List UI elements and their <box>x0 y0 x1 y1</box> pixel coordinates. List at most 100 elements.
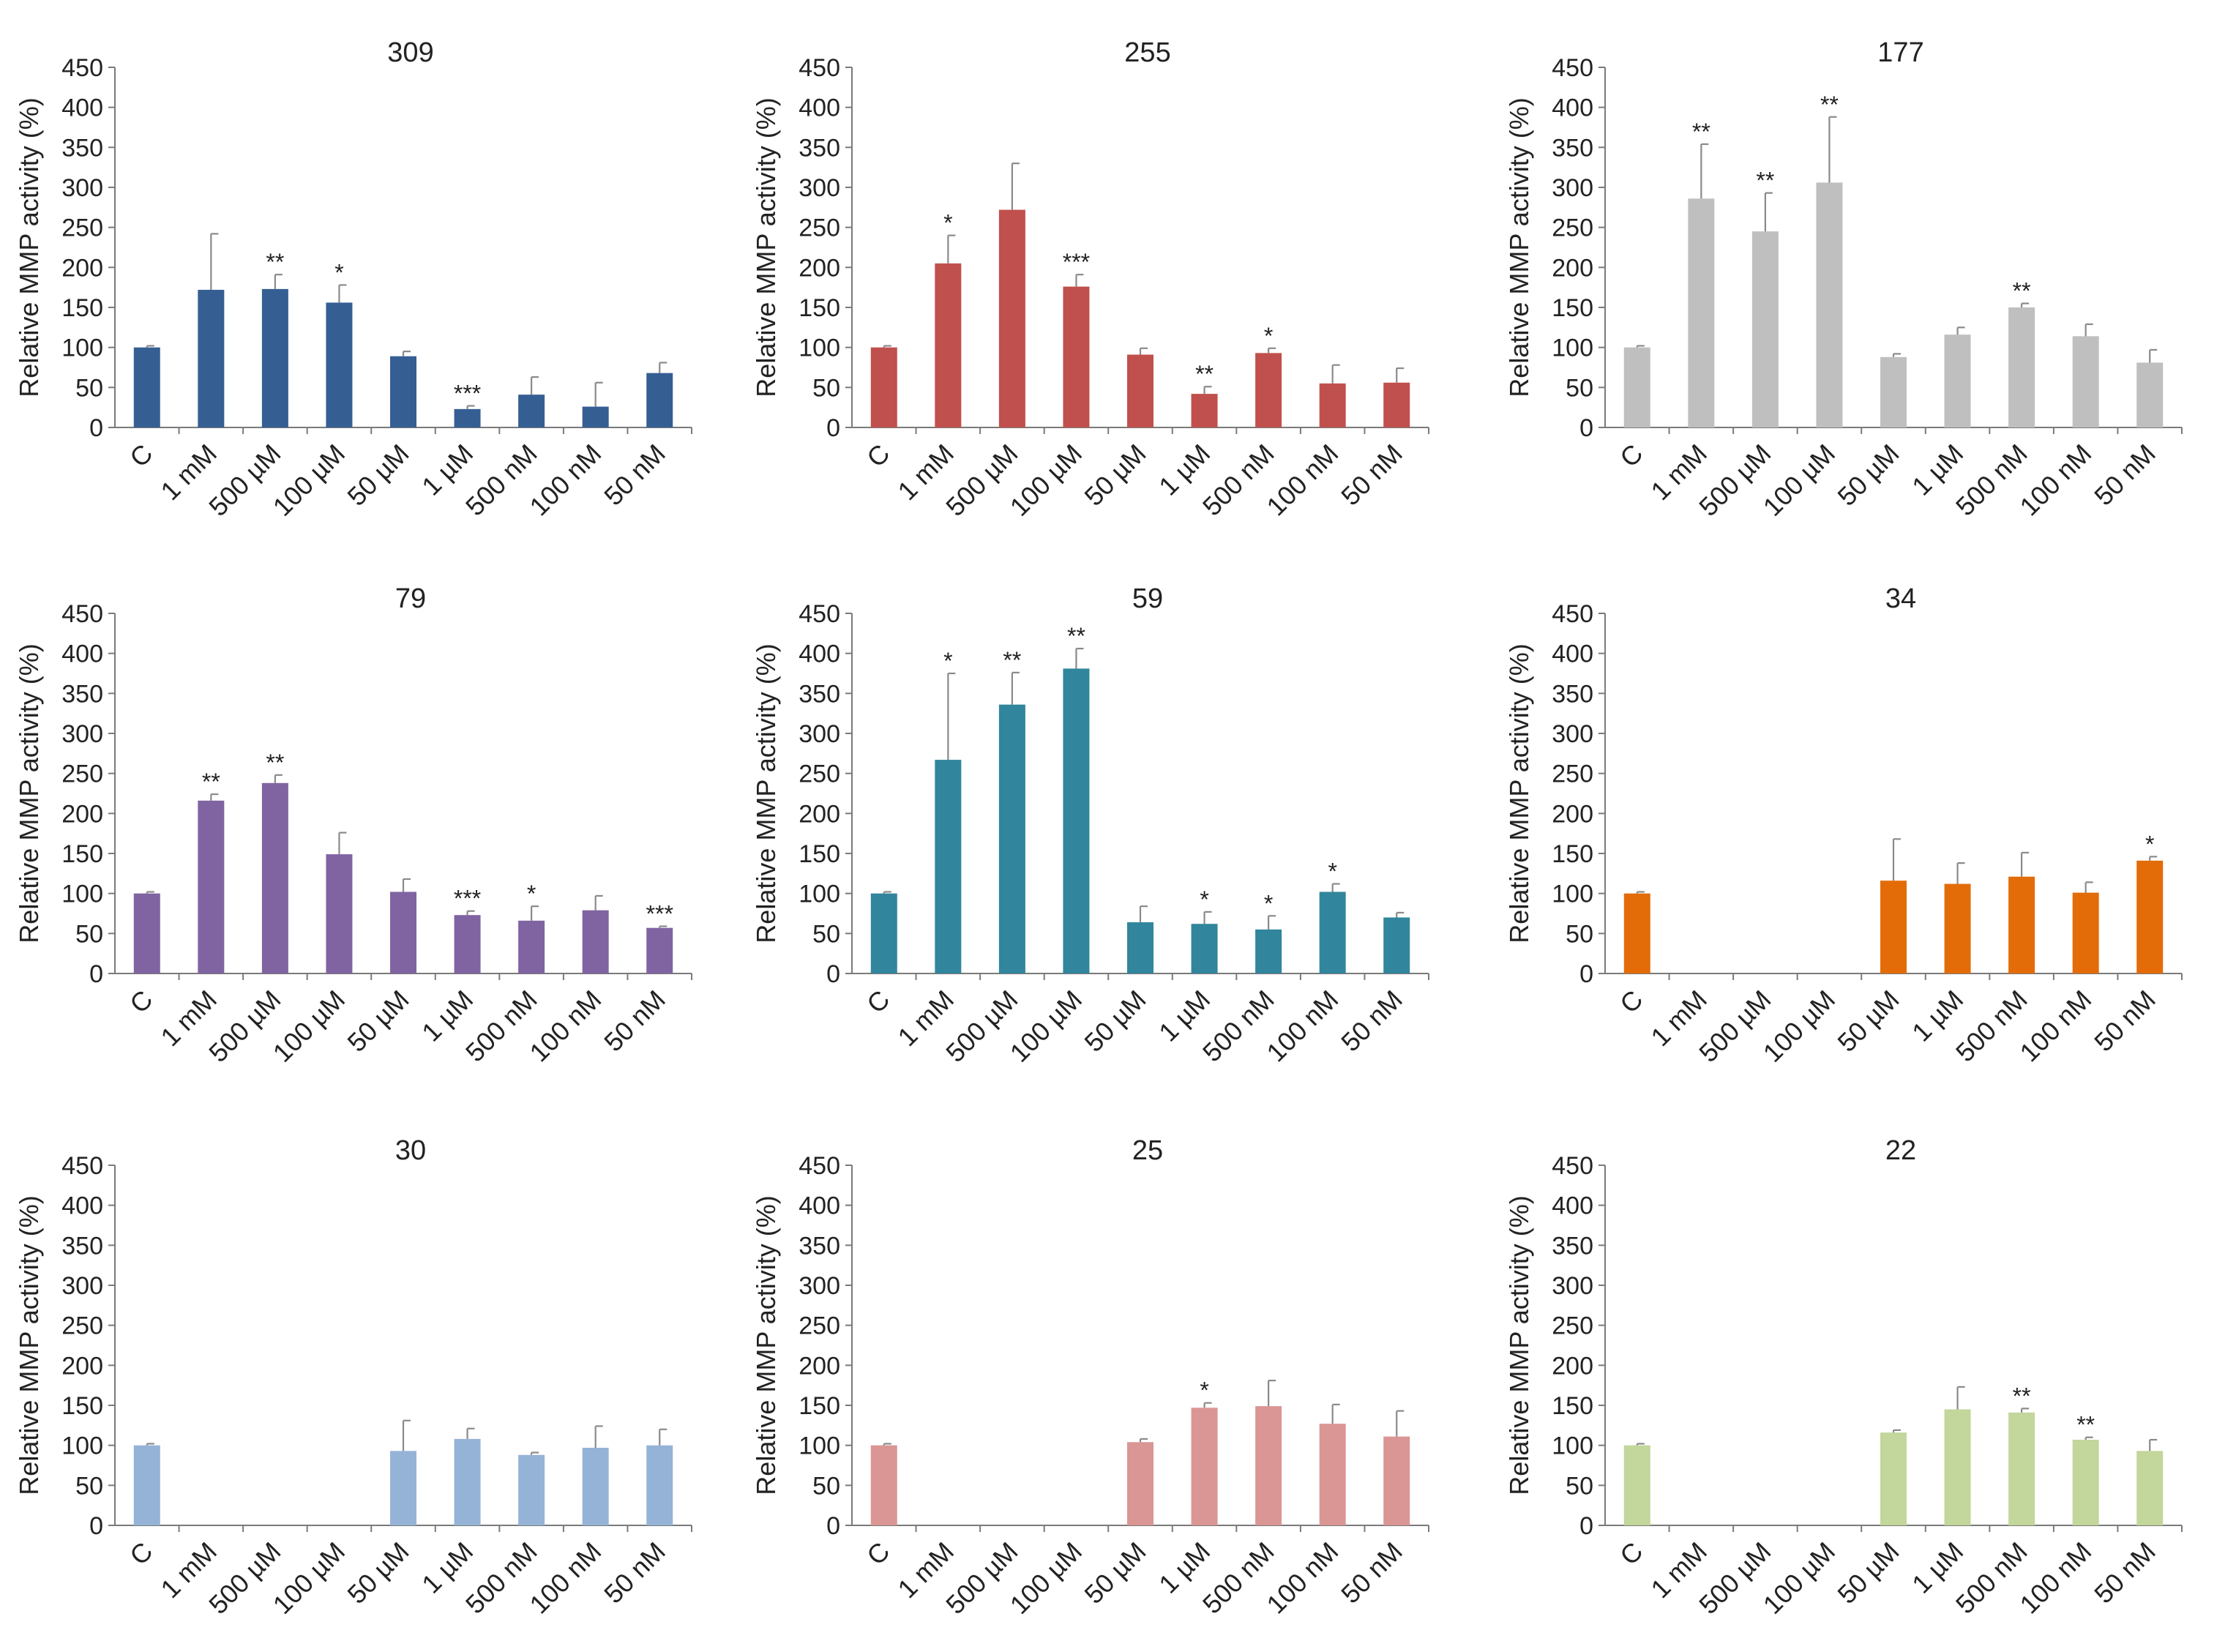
y-tick-label: 150 <box>799 294 840 322</box>
y-tick-label: 100 <box>61 881 103 908</box>
bar <box>1944 1409 1971 1525</box>
bar <box>1063 286 1090 427</box>
significance-marker: * <box>1200 1378 1208 1404</box>
y-tick-label: 150 <box>1552 294 1593 322</box>
y-tick-label: 250 <box>61 760 103 788</box>
y-tick-label: 450 <box>799 54 840 82</box>
y-tick-label: 350 <box>1552 134 1593 162</box>
significance-marker: ** <box>266 750 284 776</box>
x-tick-label: 50 µM <box>341 1536 414 1610</box>
significance-marker: * <box>527 881 536 907</box>
y-tick-label: 350 <box>61 680 103 708</box>
chart-title: 309 <box>387 37 433 68</box>
chart-title: 255 <box>1124 37 1170 68</box>
x-tick-label: 500 nM <box>1197 438 1280 522</box>
y-tick-label: 400 <box>61 94 103 122</box>
bar <box>1383 382 1410 427</box>
significance-marker: *** <box>1063 249 1090 275</box>
y-tick-label: 450 <box>61 1152 103 1180</box>
y-tick-label: 150 <box>61 294 103 322</box>
y-tick-label: 250 <box>1552 1312 1593 1340</box>
bar <box>1191 924 1218 973</box>
bar <box>261 288 288 427</box>
bar <box>646 373 673 427</box>
x-tick-label: 100 µM <box>1004 1536 1088 1620</box>
significance-marker: ** <box>2013 278 2031 304</box>
y-tick-label: 50 <box>812 374 840 402</box>
y-tick-label: 250 <box>1552 214 1593 242</box>
y-tick-label: 450 <box>61 54 103 82</box>
x-tick-label: 100 µM <box>267 984 351 1068</box>
bar <box>1127 922 1153 973</box>
bar <box>518 1454 545 1525</box>
chart-title: 25 <box>1132 1135 1163 1166</box>
bar <box>2072 1440 2099 1525</box>
y-tick-label: 350 <box>1552 1232 1593 1260</box>
y-tick-label: 250 <box>799 760 840 788</box>
x-tick-label: 50 nM <box>598 1536 671 1610</box>
bar <box>2072 892 2099 973</box>
x-tick-label: 500 nM <box>460 438 543 522</box>
y-tick-label: 300 <box>61 1272 103 1300</box>
bar <box>261 782 288 973</box>
y-tick-label: 350 <box>799 1232 840 1260</box>
significance-marker: ** <box>1003 647 1021 673</box>
y-tick-label: 450 <box>61 600 103 628</box>
y-tick-label: 100 <box>799 334 840 362</box>
x-tick-label: 500 µM <box>203 438 286 522</box>
significance-marker: * <box>1328 859 1336 885</box>
bar <box>646 927 673 973</box>
bar <box>1255 1406 1282 1525</box>
bar <box>1623 1445 1650 1525</box>
significance-marker: ** <box>1820 91 1839 118</box>
x-tick-label: 500 µM <box>203 984 286 1068</box>
significance-marker: * <box>1264 323 1273 349</box>
bar <box>1063 668 1090 973</box>
bar <box>198 289 225 427</box>
x-tick-label: 100 nM <box>1260 438 1344 522</box>
y-axis-label: Relative MMP activity (%) <box>751 97 781 397</box>
y-tick-label: 400 <box>1552 1192 1593 1220</box>
chart-title: 177 <box>1877 37 1923 68</box>
bar <box>870 893 897 973</box>
bar <box>390 1451 416 1525</box>
bar <box>2136 1451 2164 1525</box>
bar <box>133 347 160 427</box>
chart-title: 30 <box>395 1135 426 1166</box>
y-axis-label: Relative MMP activity (%) <box>751 643 781 943</box>
bar <box>582 910 609 973</box>
bar <box>870 1445 897 1525</box>
bar <box>998 704 1025 973</box>
bar <box>1191 394 1218 427</box>
chart-panel-177: 177 0 50 100 150 200 250 300 350 400 450 Relative M… <box>1504 37 2183 522</box>
y-tick-label: 100 <box>61 334 103 362</box>
y-tick-label: 200 <box>799 800 840 828</box>
bar <box>2008 307 2035 427</box>
y-tick-label: 400 <box>799 640 840 668</box>
x-tick-label: 500 nM <box>1950 984 2033 1068</box>
y-tick-label: 200 <box>1552 800 1593 828</box>
y-tick-label: 450 <box>1552 1152 1593 1180</box>
x-tick-label: C <box>124 1536 158 1571</box>
bar <box>390 356 416 427</box>
significance-marker: ** <box>1692 119 1710 145</box>
y-tick-label: 100 <box>1552 1432 1593 1460</box>
y-tick-label: 50 <box>812 1472 840 1500</box>
y-tick-label: 50 <box>75 374 103 402</box>
bar <box>582 1447 609 1525</box>
x-tick-label: 500 nM <box>1197 1536 1280 1620</box>
x-tick-label: 100 µM <box>1004 438 1088 522</box>
y-tick-label: 50 <box>75 920 103 948</box>
y-tick-label: 350 <box>799 680 840 708</box>
bar <box>454 1438 481 1525</box>
bar <box>1319 383 1346 427</box>
chart-panel-309: 309 0 50 100 150 200 250 300 350 400 450 Relative M… <box>14 37 692 522</box>
bar <box>133 1445 160 1525</box>
x-tick-label: 500 µM <box>940 438 1023 522</box>
y-tick-label: 250 <box>799 1312 840 1340</box>
x-tick-label: 50 nM <box>1335 438 1408 512</box>
y-axis-label: Relative MMP activity (%) <box>14 97 44 397</box>
y-tick-label: 450 <box>1552 54 1593 82</box>
bar <box>326 854 353 973</box>
x-tick-label: 100 µM <box>1004 984 1088 1068</box>
